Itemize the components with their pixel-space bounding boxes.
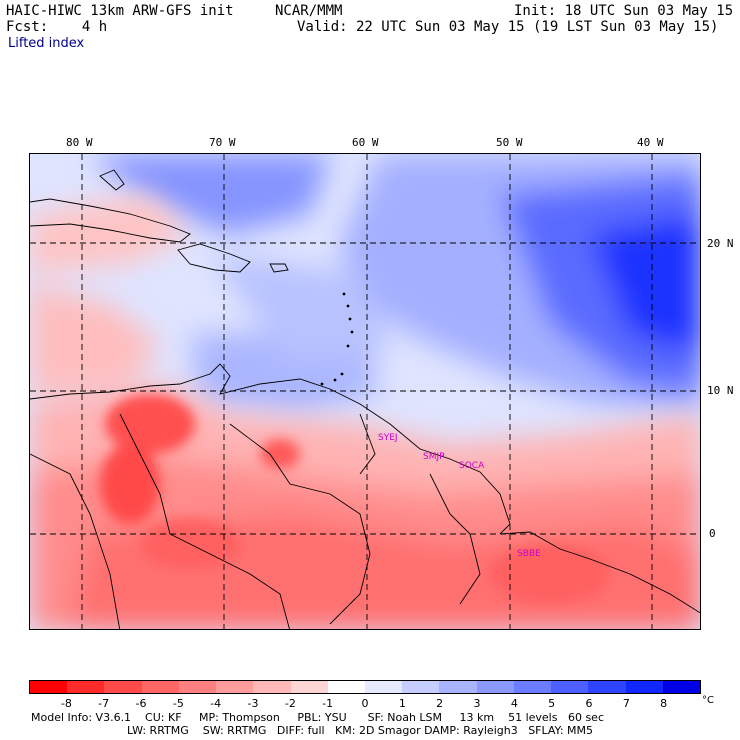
lon-label-80w: 80 W [66,136,93,149]
model-title: HAIC-HIWC 13km ARW-GFS init [6,3,234,19]
stable-regions [90,154,700,414]
colorbar-swatch [476,681,514,693]
colorbar-swatch [30,681,68,693]
lon-label-40w: 40 W [637,136,664,149]
lon-label-50w: 50 W [496,136,523,149]
init-time: Init: 18 UTC Sun 03 May 15 [514,3,734,19]
field-name: Lifted index [8,36,85,51]
colorbar-swatch [364,681,403,693]
model-info-line1: Model Info: V3.6.1 CU: KF MP: Thompson P… [31,711,604,724]
lon-label-70w: 70 W [209,136,236,149]
colorbar-tick-label: 3 [473,697,481,710]
colorbar-tick-label: -2 [284,697,296,710]
colorbar-swatch [327,681,365,693]
map-panel[interactable]: SYEJ SMJP SOCA SBBE [29,153,701,630]
colorbar-tick-label: 5 [548,697,556,710]
colorbar-swatch [588,681,626,693]
valid-time: Valid: 22 UTC Sun 03 May 15 (19 LST Sun … [297,19,719,35]
lat-label-10n: 10 N [707,384,734,397]
org-label: NCAR/MMM [275,3,343,19]
colorbar-swatch [67,681,105,693]
lat-label-0: 0 [709,527,716,540]
colorbar-unit: °C [702,695,714,706]
colorbar-tick-label: 8 [660,697,668,710]
colorbar-swatch [290,681,328,693]
colorbar-tick-label: 1 [398,697,406,710]
colorbar-tick-label: 2 [436,697,444,710]
colorbar-tick-label: 4 [510,697,518,710]
colorbar-tick-label: 6 [585,697,593,710]
station-syej: SYEJ [378,433,398,443]
station-soca: SOCA [459,461,485,471]
colorbar-swatch [513,681,552,693]
colorbar-tick-label: 7 [622,697,630,710]
colorbar-swatch [141,681,179,693]
colorbar-swatch [402,681,440,693]
colorbar-swatch [625,681,663,693]
forecast-hour: Fcst: 4 h [6,19,108,35]
colorbar-swatch [253,681,291,693]
lifted-index-map [30,154,700,629]
colorbar-tick-label: -1 [322,697,334,710]
model-info-line2: LW: RRTMG SW: RRTMG DIFF: full KM: 2D Sm… [127,724,593,737]
lat-label-20n: 20 N [707,237,734,250]
colorbar-tick-label: 0 [361,697,369,710]
colorbar-swatch [439,681,477,693]
colorbar-swatch [551,681,589,693]
lon-label-60w: 60 W [352,136,379,149]
colorbar-swatch [104,681,142,693]
colorbar-swatch [662,681,700,693]
station-sbbe: SBBE [517,549,541,559]
colorbar-tick-label: -5 [172,697,184,710]
colorbar-tick-label: -6 [135,697,147,710]
station-smjp: SMJP [423,452,445,462]
colorbar-tick-label: -8 [60,697,72,710]
graticule [30,154,700,629]
colorbar [29,680,701,694]
colorbar-tick-label: -4 [210,697,222,710]
island-chain [320,292,354,386]
colorbar-tick-label: -3 [247,697,259,710]
colorbar-tick-label: -7 [98,697,110,710]
colorbar-swatch [216,681,254,693]
coastlines [30,169,700,629]
colorbar-swatch [178,681,217,693]
